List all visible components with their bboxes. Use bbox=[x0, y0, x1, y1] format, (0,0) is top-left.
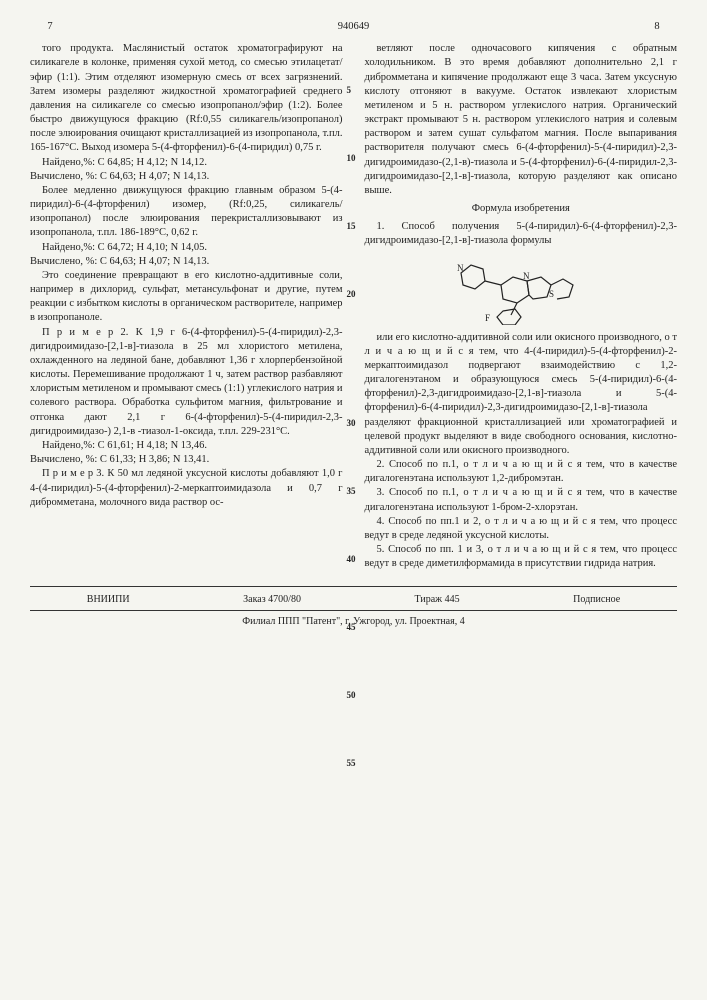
page-number-left: 7 bbox=[30, 20, 70, 34]
left-column: того продукта. Маслянистый остаток хрома… bbox=[30, 42, 347, 571]
footer-top-line: ВНИИПИ Заказ 4700/80 Тираж 445 Подписное bbox=[30, 593, 677, 607]
formula-title: Формула изобретения bbox=[365, 202, 678, 216]
paragraph: Вычислено, %: С 61,33; Н 3,86; N 13,41. bbox=[30, 453, 343, 467]
header: 7 940649 8 bbox=[30, 20, 677, 34]
line-marker: 15 bbox=[347, 220, 356, 232]
footer-sub: Подписное bbox=[573, 593, 620, 607]
footer-org: ВНИИПИ bbox=[87, 593, 130, 607]
paragraph: ветляют после одночасового кипячения с о… bbox=[365, 42, 678, 198]
paragraph: Найдено,%: С 64,72; Н 4,10; N 14,05. bbox=[30, 241, 343, 255]
footer-tirazh: Тираж 445 bbox=[415, 593, 460, 607]
paragraph: 4. Способ по пп.1 и 2, о т л и ч а ю щ и… bbox=[365, 515, 678, 543]
svg-text:F: F bbox=[485, 313, 490, 323]
paragraph: 1. Способ получения 5-(4-пиридил)-6-(4-ф… bbox=[365, 220, 678, 248]
svg-text:S: S bbox=[549, 289, 554, 299]
line-marker: 20 bbox=[347, 288, 356, 300]
paragraph: Найдено,%: С 64,85; Н 4,12; N 14,12. bbox=[30, 156, 343, 170]
paragraph: П р и м е р 3. К 50 мл ледяной уксусной … bbox=[30, 467, 343, 510]
chemical-structure: N N S F bbox=[365, 255, 678, 325]
paragraph: Найдено,%: С 61,61; Н 4,18; N 13,46. bbox=[30, 439, 343, 453]
svg-text:N: N bbox=[523, 271, 530, 281]
right-column: 5 10 15 20 30 35 40 45 50 55 ветляют пос… bbox=[361, 42, 678, 571]
text-columns: того продукта. Маслянистый остаток хрома… bbox=[30, 42, 677, 571]
document-number: 940649 bbox=[70, 20, 637, 34]
page-number-right: 8 bbox=[637, 20, 677, 34]
paragraph: П р и м е р 2. К 1,9 г 6-(4-фторфенил)-5… bbox=[30, 326, 343, 439]
paragraph: 3. Способ по п.1, о т л и ч а ю щ и й с … bbox=[365, 486, 678, 514]
paragraph: того продукта. Маслянистый остаток хрома… bbox=[30, 42, 343, 155]
paragraph: 5. Способ по пп. 1 и 3, о т л и ч а ю щ … bbox=[365, 543, 678, 571]
paragraph: Вычислено, %: С 64,63; Н 4,07; N 14,13. bbox=[30, 255, 343, 269]
line-marker: 10 bbox=[347, 152, 356, 164]
line-marker: 50 bbox=[347, 689, 356, 701]
paragraph: или его кислотно-аддитивной соли или оки… bbox=[365, 331, 678, 459]
line-marker: 35 bbox=[347, 485, 356, 497]
paragraph: Это соединение превращают в его кислотно… bbox=[30, 269, 343, 326]
svg-text:N: N bbox=[457, 263, 464, 273]
line-marker: 55 bbox=[347, 757, 356, 769]
footer-order: Заказ 4700/80 bbox=[243, 593, 301, 607]
line-marker: 30 bbox=[347, 417, 356, 429]
molecule-icon: N N S F bbox=[451, 255, 591, 325]
paragraph: 2. Способ по п.1, о т л и ч а ю щ и й с … bbox=[365, 458, 678, 486]
line-marker: 5 bbox=[347, 84, 352, 96]
line-marker: 45 bbox=[347, 621, 356, 633]
paragraph: Вычислено, %: С 64,63; Н 4,07; N 14,13. bbox=[30, 170, 343, 184]
paragraph: Более медленно движущуюся фракцию главны… bbox=[30, 184, 343, 241]
line-marker: 40 bbox=[347, 553, 356, 565]
